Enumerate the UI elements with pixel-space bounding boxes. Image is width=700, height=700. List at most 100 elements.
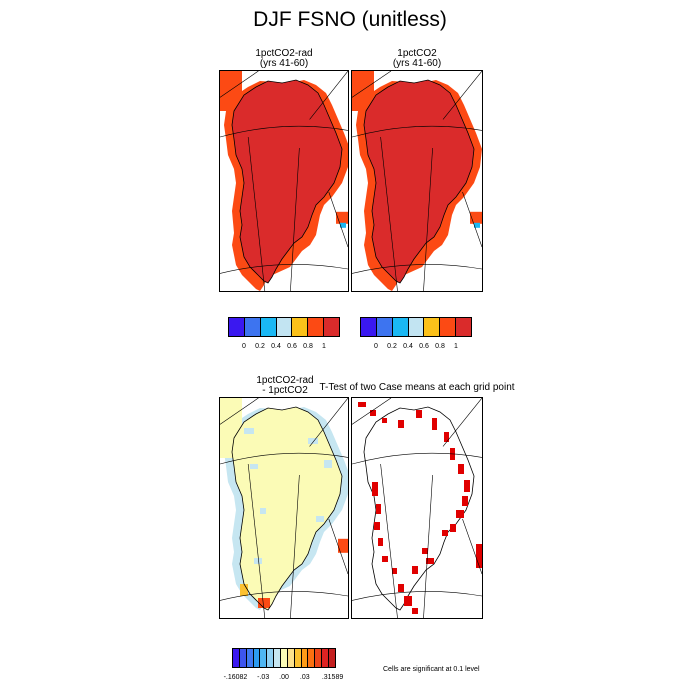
latitude-line [220, 452, 348, 465]
colorbar-swatch [267, 649, 275, 667]
longitude-line [442, 398, 482, 447]
colorbar-tick-label: 1 [322, 343, 326, 350]
colorbar-tick-label: .31589 [321, 674, 344, 681]
colorbar-swatch [392, 318, 409, 336]
longitude-line [290, 147, 300, 291]
significant-cell [398, 584, 404, 592]
difference-positive-cells [240, 584, 248, 596]
colorbar-swatch [253, 649, 261, 667]
colorbar-swatch [281, 649, 288, 667]
colorbar-swatch [294, 649, 302, 667]
latitude-line [220, 125, 348, 138]
difference-negative-cells [316, 516, 324, 522]
colorbar-swatch [276, 318, 293, 336]
colorbar-tick-label: 0.4 [271, 343, 281, 350]
colorbar-swatch [244, 318, 261, 336]
longitude-line [423, 147, 433, 291]
colorbar-swatch [287, 649, 295, 667]
significant-cell [456, 510, 464, 518]
colorbar-tick-label: 0.6 [419, 343, 429, 350]
significant-cell [398, 420, 404, 428]
colorbar-top-left [228, 317, 340, 337]
longitude-line [309, 71, 348, 120]
snow-margin-region [352, 71, 374, 111]
difference-negative-cells [308, 438, 318, 444]
significant-cell [412, 566, 418, 574]
significant-cell [462, 496, 468, 506]
colorbar-swatch [308, 318, 325, 336]
significant-cell [378, 538, 383, 546]
map-canvas [220, 71, 348, 291]
longitude-line [462, 518, 482, 575]
significant-cell [426, 558, 434, 564]
colorbar-swatch [246, 649, 254, 667]
longitude-line [247, 463, 266, 618]
panel-title-line1: 1pctCO2 [397, 48, 437, 59]
colorbar-swatch [260, 649, 268, 667]
colorbar-swatch [308, 649, 316, 667]
significant-cell [372, 482, 378, 496]
difference-negative-cells [254, 558, 262, 564]
longitude-line [380, 136, 398, 291]
significant-cell [476, 544, 482, 568]
significant-cell [392, 568, 397, 574]
longitude-line [290, 474, 300, 618]
longitude-line [462, 191, 482, 248]
panel-title-line1: 1pctCO2-rad [255, 48, 313, 59]
map-canvas [352, 71, 482, 291]
significant-cell [450, 524, 456, 532]
panel-title-line2: (yrs 41-60) [392, 58, 442, 69]
difference-negative-cells [324, 460, 332, 468]
graticule [220, 398, 348, 618]
significant-cell [404, 596, 412, 606]
colorbar-swatch [408, 318, 425, 336]
significant-cell [376, 504, 381, 514]
colorbar-top-right [360, 317, 472, 337]
latitude-line [220, 71, 259, 98]
difference-negative-cells [250, 464, 258, 469]
latitude-line [352, 591, 482, 601]
significant-cell [442, 530, 448, 536]
panel-title-bottom-left: 1pctCO2-rad - 1pctCO2 [240, 376, 330, 396]
longitude-line [309, 398, 348, 447]
difference-negative-cells [244, 428, 254, 434]
colorbar-swatch [440, 318, 457, 336]
map-panel-top-right [351, 70, 483, 292]
significant-cell [458, 464, 464, 474]
significance-note: Cells are significant at 0.1 level [383, 666, 480, 673]
graticule [352, 71, 482, 291]
colorbar-tick-label: 0.6 [287, 343, 297, 350]
colorbar-swatch [292, 318, 309, 336]
longitude-line [380, 463, 398, 618]
colorbar-swatch [322, 649, 330, 667]
coastline [363, 406, 475, 611]
longitude-line [442, 71, 482, 120]
significant-cell [382, 556, 388, 562]
colorbar-tick-label: 1 [454, 343, 458, 350]
colorbar-tick-label: 0.8 [435, 343, 445, 350]
colorbar-swatch [456, 318, 472, 336]
significant-cell [370, 410, 376, 416]
colorbar-swatch [324, 318, 340, 336]
colorbar-swatch [424, 318, 441, 336]
colorbar-top-right-labels: 0 0.2 0.4 0.6 0.8 1 [360, 343, 472, 353]
figure-title: DJF FSNO (unitless) [253, 8, 447, 31]
longitude-line [328, 191, 348, 248]
colorbar-swatch [329, 649, 335, 667]
colorbar-swatch [376, 318, 393, 336]
colorbar-tick-label: 0.4 [403, 343, 413, 350]
colorbar-tick-label: 0.2 [387, 343, 397, 350]
snow-margin-region [220, 71, 242, 111]
map-canvas [352, 398, 482, 618]
colorbar-tick-label: 0 [242, 343, 246, 350]
graticule [220, 71, 348, 291]
colorbar-swatch [229, 318, 245, 336]
snow-ice-sheet-region [232, 80, 342, 283]
longitude-line [423, 474, 433, 618]
snow-island-cells [340, 222, 346, 228]
longitude-line [247, 136, 266, 291]
colorbar-bottom-labels: -.16082 -.03 .00 .03 .31589 [224, 674, 344, 684]
longitude-line [328, 518, 348, 575]
colorbar-tick-label: .00 [279, 674, 289, 681]
colorbar-bottom [232, 648, 336, 668]
